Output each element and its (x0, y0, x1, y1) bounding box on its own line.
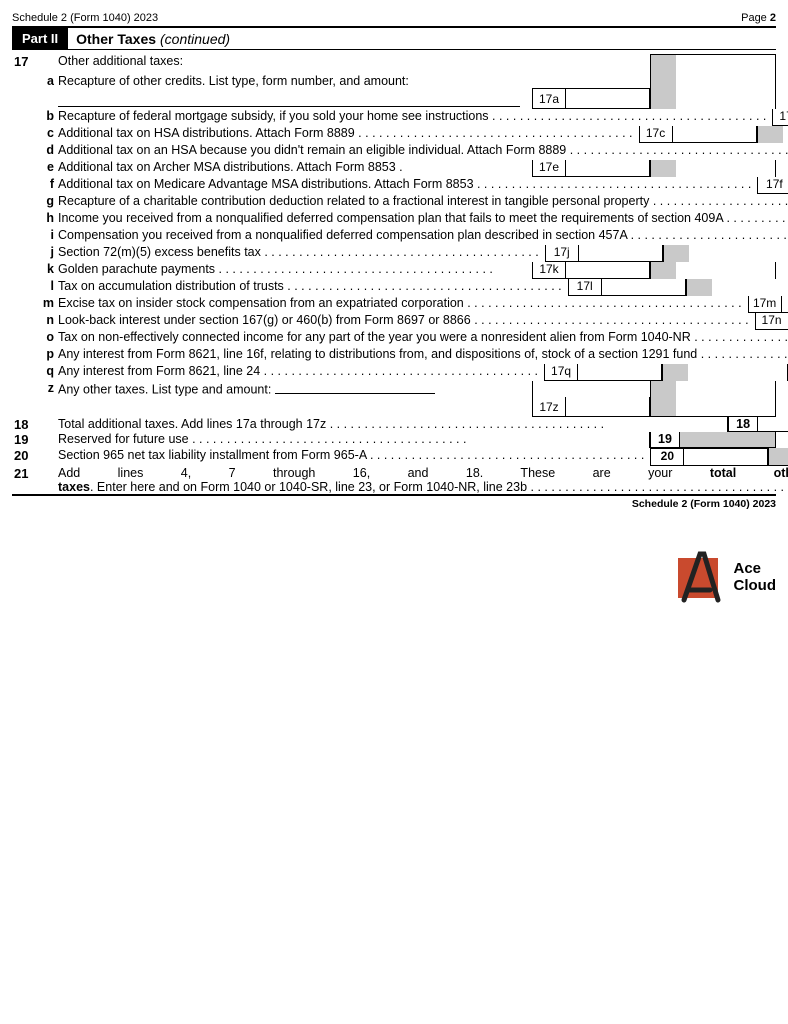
line-17d-row: d Additional tax on an HSA because you d… (12, 143, 776, 160)
label-17l: 17l (568, 279, 602, 296)
label-17c: 17c (639, 126, 673, 143)
line-17a-entry-row: 17a (12, 88, 776, 109)
form-body: 17 Other additional taxes: a Recapture o… (12, 54, 776, 494)
line-17m-row: m Excise tax on insider stock compensati… (12, 296, 776, 313)
line-17e-row: e Additional tax on Archer MSA distribut… (12, 160, 776, 177)
ace-cloud-icon (670, 550, 726, 606)
line-17g-row: g Recapture of a charitable contribution… (12, 194, 776, 211)
line-17i-row: i Compensation you received from a nonqu… (12, 228, 776, 245)
amount-17a[interactable] (566, 88, 650, 109)
label-19: 19 (650, 432, 680, 448)
amount-17k[interactable] (566, 262, 650, 279)
line-17p-row: p Any interest from Form 8621, line 16f,… (12, 347, 776, 364)
amount-19 (680, 432, 776, 448)
part-header: Part II Other Taxes (continued) (12, 28, 776, 50)
label-17j: 17j (545, 245, 579, 262)
line-17n-row: n Look-back interest under section 167(g… (12, 313, 776, 330)
line-19-row: 19 Reserved for future use 19 (12, 432, 776, 448)
form-top-bar: Schedule 2 (Form 1040) 2023 Page 2 (12, 12, 776, 28)
amount-17z[interactable] (566, 397, 650, 417)
part-title: Other Taxes (68, 31, 156, 47)
line-17-head: Other additional taxes: (58, 54, 532, 74)
line-17l-row: l Tax on accumulation distribution of tr… (12, 279, 776, 296)
line-20-row: 20 Section 965 net tax liability install… (12, 448, 776, 466)
brand-logo: Ace Cloud (12, 550, 776, 606)
amount-17m[interactable] (782, 296, 788, 313)
part-subtitle: (continued) (156, 31, 230, 47)
line-17o-row: o Tax on non-effectively connected incom… (12, 330, 776, 347)
line-17c-row: c Additional tax on HSA distributions. A… (12, 126, 776, 143)
label-17b: 17b (772, 109, 788, 126)
line-17a-row: a Recapture of other credits. List type,… (12, 74, 776, 88)
amount-17q[interactable] (578, 364, 662, 381)
line-18-row: 18 Total additional taxes. Add lines 17a… (12, 417, 776, 433)
amount-17l[interactable] (602, 279, 686, 296)
line-17f-row: f Additional tax on Medicare Advantage M… (12, 177, 776, 194)
amount-17c[interactable] (673, 126, 757, 143)
line-17b-row: b Recapture of federal mortgage subsidy,… (12, 109, 776, 126)
amount-20[interactable] (684, 448, 768, 466)
amount-18[interactable] (758, 417, 788, 433)
line-17z-row: z Any other taxes. List type and amount: (12, 381, 776, 397)
line-21-row: 21 Add lines 4, 7 through 16, and 18. Th… (12, 466, 776, 494)
line-17a-text: Recapture of other credits. List type, f… (58, 74, 532, 88)
line-17q-row: q Any interest from Form 8621, line 24 1… (12, 364, 776, 381)
label-17q: 17q (544, 364, 578, 381)
line-17a-write-in[interactable] (58, 106, 520, 107)
amount-17j[interactable] (579, 245, 663, 262)
line-17j-row: j Section 72(m)(5) excess benefits tax 1… (12, 245, 776, 262)
label-17e: 17e (532, 160, 566, 177)
part-badge: Part II (12, 28, 68, 49)
footer-note: Schedule 2 (Form 1040) 2023 (12, 496, 776, 510)
line-17k-row: k Golden parachute payments 17k (12, 262, 776, 279)
top-right: Page 2 (741, 12, 776, 24)
top-left: Schedule 2 (Form 1040) 2023 (12, 12, 158, 24)
label-18: 18 (728, 417, 758, 433)
label-17m: 17m (748, 296, 782, 313)
label-17f: 17f (757, 177, 788, 194)
line-number-17: 17 (12, 54, 40, 74)
line-17z-write-in[interactable] (275, 381, 435, 394)
label-20: 20 (650, 448, 684, 466)
label-17z: 17z (532, 397, 566, 417)
label-17n: 17n (755, 313, 788, 330)
line-17z-entry-row: 17z (12, 397, 776, 417)
line-17-header-row: 17 Other additional taxes: (12, 54, 776, 74)
label-17a: 17a (532, 88, 566, 109)
label-17k: 17k (532, 262, 566, 279)
amount-17e[interactable] (566, 160, 650, 177)
line-17h-row: h Income you received from a nonqualifie… (12, 211, 776, 228)
